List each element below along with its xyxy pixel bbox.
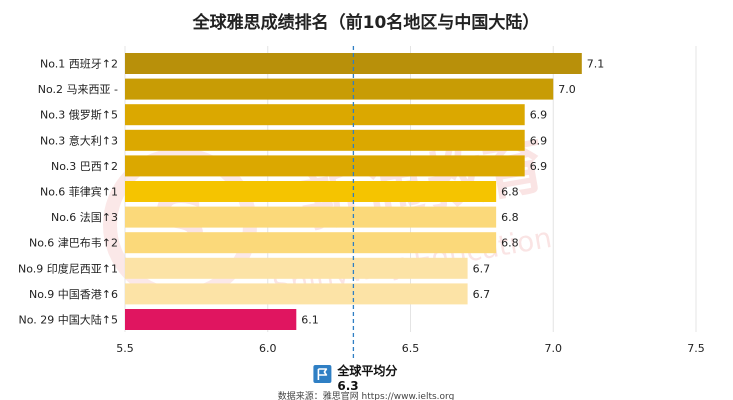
value-labels: 7.1 7.0 6.9 6.9 6.9 6.8 6.8 6.8 6.7 6.7 6.1 — [301, 58, 604, 327]
bars — [125, 53, 582, 330]
x-axis-ticks: 5.5 6.0 6.5 7.0 7.5 — [116, 342, 705, 355]
bar — [125, 129, 525, 151]
bar — [125, 309, 297, 330]
category-label: No.3 巴西↑2 — [51, 160, 118, 173]
flag-icon — [313, 365, 332, 383]
x-tick-label: 6.0 — [259, 342, 277, 355]
average-value: 6.3 — [337, 379, 358, 393]
category-label: No.3 俄罗斯↑5 — [40, 109, 118, 122]
value-label: 6.8 — [501, 186, 519, 199]
category-labels: No.1 西班牙↑2 No.2 马来西亚 - No.3 俄罗斯↑5 No.3 意大利↑… — [18, 58, 118, 327]
bar — [125, 257, 468, 279]
category-label: No.9 中国香港↑6 — [29, 288, 118, 301]
bar — [125, 78, 554, 100]
bar — [125, 181, 497, 202]
value-label: 6.9 — [530, 160, 548, 173]
value-label: 7.0 — [558, 83, 576, 96]
value-label: 6.8 — [501, 237, 519, 250]
value-label: 6.1 — [301, 314, 319, 327]
bar — [125, 155, 525, 177]
category-label: No. 29 中国大陆↑5 — [19, 313, 118, 327]
category-label: No.2 马来西亚 - — [38, 83, 118, 96]
bar — [125, 206, 497, 228]
bar — [125, 283, 468, 305]
chart-title: 全球雅思成绩排名（前10名地区与中国大陆） — [192, 12, 540, 33]
category-label: No.6 法国↑3 — [51, 210, 118, 224]
average-annotation: 全球平均分 6.3 — [313, 363, 397, 393]
x-tick-label: 7.5 — [687, 342, 705, 355]
category-label: No.9 印度尼西亚↑1 — [18, 261, 118, 275]
value-label: 6.8 — [501, 211, 519, 224]
bar — [125, 232, 497, 254]
value-label: 6.7 — [473, 262, 491, 275]
value-label: 6.9 — [530, 134, 548, 147]
bar — [125, 104, 525, 126]
category-label: No.3 意大利↑3 — [40, 133, 118, 147]
value-label: 7.1 — [587, 58, 605, 71]
average-label: 全球平均分 — [336, 363, 397, 378]
category-label: No.6 菲律宾↑1 — [40, 185, 118, 199]
source-note: 数据来源：雅思官网 https://www.ielts.org — [278, 390, 455, 400]
x-tick-label: 5.5 — [116, 342, 134, 355]
value-label: 6.9 — [530, 109, 548, 122]
category-label: No.1 西班牙↑2 — [40, 58, 118, 71]
x-tick-label: 6.5 — [402, 342, 420, 355]
category-label: No.6 津巴布韦↑2 — [29, 237, 118, 250]
value-label: 6.7 — [473, 288, 491, 301]
x-tick-label: 7.0 — [545, 342, 563, 355]
